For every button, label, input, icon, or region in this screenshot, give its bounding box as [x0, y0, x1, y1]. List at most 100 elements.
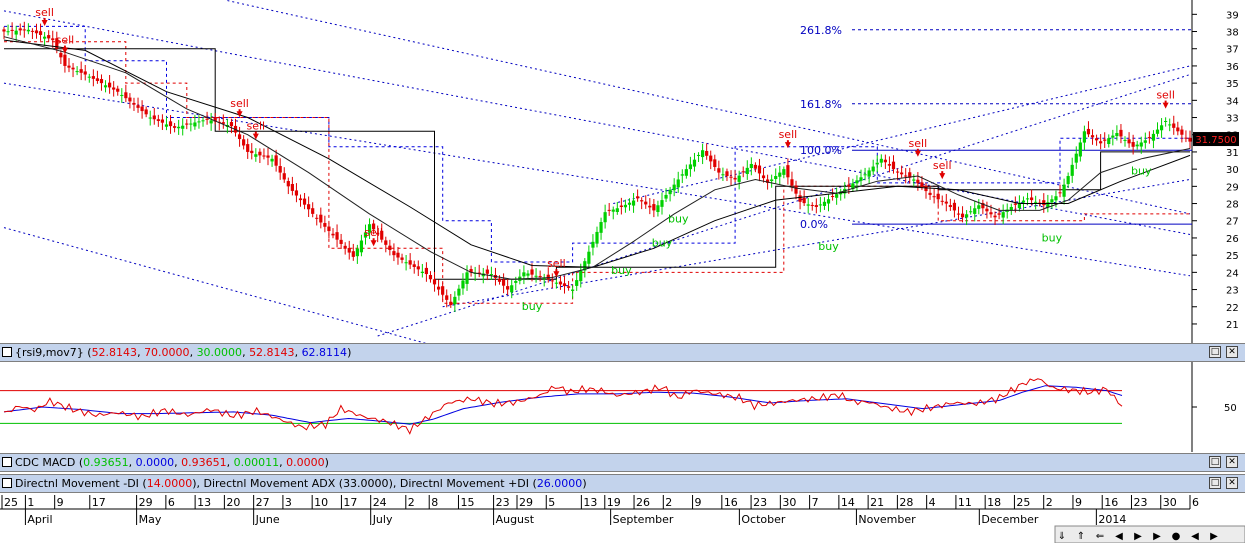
stop-line-black: [4, 48, 1190, 280]
day-tick-label: 25: [1016, 496, 1030, 509]
dmi-minus-value: 14.0000: [146, 477, 193, 490]
sell-signal-label: sell: [779, 128, 798, 141]
month-tick-label: May: [139, 513, 162, 526]
candle-body: [266, 155, 270, 158]
candle-body: [75, 71, 79, 73]
rsi-legend: {rsi9,mov7} (52.8143, 70.0000, 30.0000, …: [15, 346, 352, 359]
price-chart-pane[interactable]: 2122232425262728293031323334353637383926…: [0, 0, 1245, 346]
candle-body: [587, 251, 591, 264]
dmi-pane-titlebar[interactable]: Directnl Movement -DI (14.0000), Directn…: [0, 474, 1245, 493]
maximize-pane-button[interactable]: □: [1209, 346, 1221, 358]
candle-body: [34, 30, 39, 34]
candle-body: [30, 30, 35, 32]
zoom-in-icon[interactable]: ▶: [1210, 531, 1218, 542]
candle-body: [424, 267, 429, 275]
candle-body: [826, 199, 831, 204]
candle-body: [319, 214, 323, 223]
rsi-line: [3, 378, 1123, 435]
pane-select-checkbox[interactable]: [2, 347, 12, 357]
close-pane-button[interactable]: ✕: [1226, 477, 1238, 489]
day-tick-label: 19: [607, 496, 621, 509]
zoom-out-icon[interactable]: ◀: [1191, 531, 1199, 542]
candle-body: [908, 172, 912, 178]
rsi-chart[interactable]: 50: [0, 362, 1245, 452]
maximize-pane-button[interactable]: □: [1209, 477, 1221, 489]
close-pane-button[interactable]: ✕: [1226, 456, 1238, 468]
candle-body: [960, 213, 965, 218]
date-axis[interactable]: 25 1 9 17 29 6 13 20 27 3 10 17 24 2 8 15 23 29 5 13 19 26 2 9 1…: [0, 495, 1245, 544]
candle-body: [457, 288, 461, 296]
candle-body: [1180, 129, 1184, 135]
candle-body: [956, 213, 961, 215]
candle-body: [258, 151, 262, 156]
scroll-left-icon[interactable]: ⇐: [1096, 531, 1104, 542]
month-tick-label: December: [981, 513, 1039, 526]
sell-signal-label: sell: [56, 34, 75, 47]
pane-select-checkbox[interactable]: [2, 457, 12, 467]
month-tick-label: July: [372, 513, 393, 526]
candle-body: [989, 212, 993, 215]
buy-signal-label: buy: [818, 240, 839, 253]
candle-body: [855, 180, 859, 184]
macd-pane-titlebar[interactable]: CDC MACD (0.93651, 0.0000, 0.93651, 0.00…: [0, 453, 1245, 472]
candle-body: [1034, 201, 1038, 203]
day-tick-label: 1: [27, 496, 34, 509]
scroll-up-icon[interactable]: ⇑: [1077, 531, 1085, 542]
pane-select-checkbox[interactable]: [2, 478, 12, 488]
candle-body: [87, 76, 91, 78]
scroll-stop-icon[interactable]: ●: [1172, 531, 1181, 542]
candle-body: [392, 251, 396, 256]
price-tick-label: 33: [1226, 114, 1239, 125]
sell-arrow-icon: [370, 240, 377, 247]
candle-body: [59, 52, 63, 58]
candle-body: [302, 198, 307, 205]
candle-body: [652, 204, 656, 211]
candle-body: [132, 102, 136, 105]
candle-body: [912, 179, 916, 181]
moving-average-short: [3, 36, 1191, 280]
day-tick-label: 29: [139, 496, 153, 509]
candle-body: [1050, 199, 1054, 203]
candle-body: [688, 164, 693, 170]
candle-body: [485, 269, 489, 274]
scroll-prev-icon[interactable]: ◀: [1115, 531, 1123, 542]
candle-body: [363, 232, 368, 238]
macd-value-4: 0.00011: [233, 456, 280, 469]
day-tick-label: 30: [782, 496, 796, 509]
rsi-pane-titlebar[interactable]: {rsi9,mov7} (52.8143, 70.0000, 30.0000, …: [0, 343, 1245, 362]
price-tick-label: 24: [1226, 268, 1239, 279]
scroll-play-icon[interactable]: ▶: [1153, 531, 1161, 542]
date-axis-chart[interactable]: 25 1 9 17 29 6 13 20 27 3 10 17 24 2 8 15 23 29 5 13 19 26 2 9 1…: [0, 495, 1245, 544]
candle-body: [327, 226, 331, 232]
sell-arrow-icon: [252, 133, 259, 140]
candle-body: [599, 222, 603, 233]
maximize-pane-button[interactable]: □: [1209, 456, 1221, 468]
day-tick-label: 18: [987, 496, 1001, 509]
candle-body: [351, 251, 355, 257]
candle-body: [278, 166, 282, 173]
rsi-chart-pane[interactable]: 50: [0, 362, 1245, 452]
price-tick-label: 25: [1226, 251, 1239, 262]
scroll-down-icon[interactable]: ⇓: [1058, 531, 1066, 542]
candle-body: [432, 279, 437, 285]
candle-body: [315, 217, 319, 219]
candle-body: [554, 282, 558, 284]
price-tick-label: 39: [1226, 10, 1239, 21]
macd-legend: CDC MACD (0.93651, 0.0000, 0.93651, 0.00…: [15, 456, 329, 469]
candle-body: [274, 155, 278, 166]
candle-body: [664, 194, 668, 199]
dmi-legend: Directnl Movement -DI (14.0000), Directn…: [15, 477, 587, 490]
trend-line: [227, 0, 1191, 215]
candle-body: [1147, 137, 1151, 139]
candle-body: [916, 179, 920, 184]
sell-arrow-icon: [61, 47, 68, 54]
candle-body: [648, 205, 652, 208]
scroll-next-icon[interactable]: ▶: [1134, 531, 1142, 542]
price-chart[interactable]: 2122232425262728293031323334353637383926…: [0, 0, 1245, 346]
month-tick-label: June: [255, 513, 280, 526]
candle-body: [307, 204, 311, 210]
candle-body: [298, 198, 303, 201]
candle-body: [506, 286, 510, 290]
candle-body: [103, 85, 108, 88]
close-pane-button[interactable]: ✕: [1226, 346, 1238, 358]
